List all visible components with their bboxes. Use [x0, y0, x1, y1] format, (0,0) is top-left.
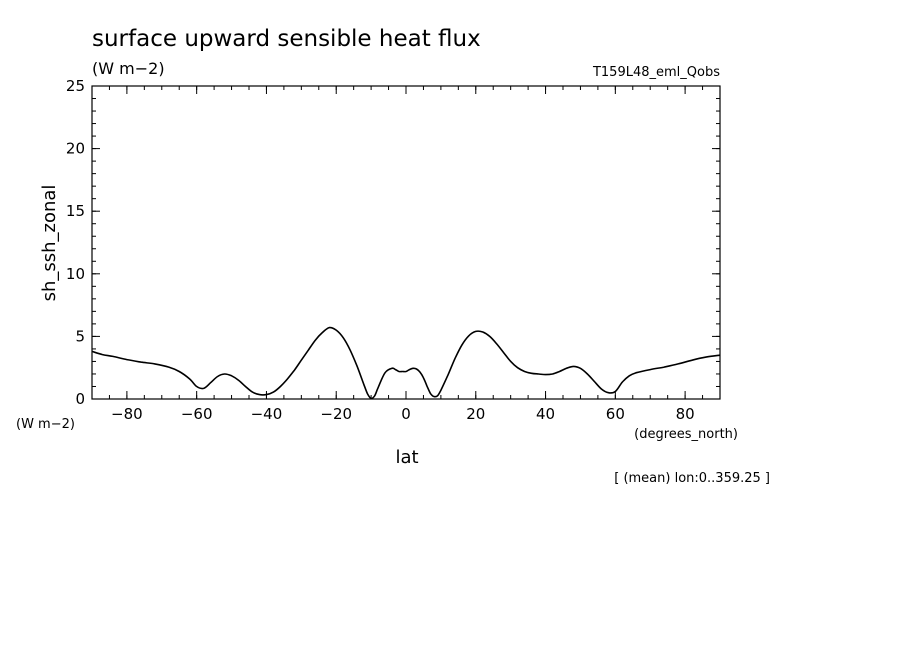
x-tick-label: −40 [251, 405, 283, 423]
x-tick-label: 0 [401, 405, 411, 423]
footnote: [ (mean) lon:0..359.25 ] [614, 471, 770, 486]
plot-frame [91, 85, 721, 400]
x-axis-title: lat [395, 447, 418, 468]
y-tick-label: 10 [66, 265, 85, 283]
y-tick-label: 20 [66, 140, 85, 158]
y-tick-label: 25 [66, 77, 85, 95]
x-tick-label: −60 [181, 405, 213, 423]
experiment-label: T159L48_eml_Qobs [592, 65, 720, 80]
x-tick-label: 60 [606, 405, 625, 423]
axis-ticks [91, 85, 721, 400]
x-tick-label: −20 [320, 405, 352, 423]
y-tick-label: 0 [75, 390, 85, 408]
units-label: (W m−2) [92, 59, 165, 78]
series-line [91, 326, 721, 400]
chart-title: surface upward sensible heat flux [92, 26, 481, 52]
x-axis-units: (degrees_north) [634, 427, 738, 442]
tick-labels: −80 −60 −40 −20 0 20 40 60 80 0 5 10 15 20 25 [66, 77, 695, 423]
y-axis-title: sh_ssh_zonal [39, 185, 60, 302]
y-tick-label: 5 [75, 327, 85, 345]
y-axis-units: (W m−2) [16, 417, 75, 432]
x-tick-label: 40 [536, 405, 555, 423]
y-tick-label: 15 [66, 202, 85, 220]
x-tick-label: 80 [676, 405, 695, 423]
x-tick-label: 20 [466, 405, 485, 423]
x-tick-label: −80 [111, 405, 143, 423]
